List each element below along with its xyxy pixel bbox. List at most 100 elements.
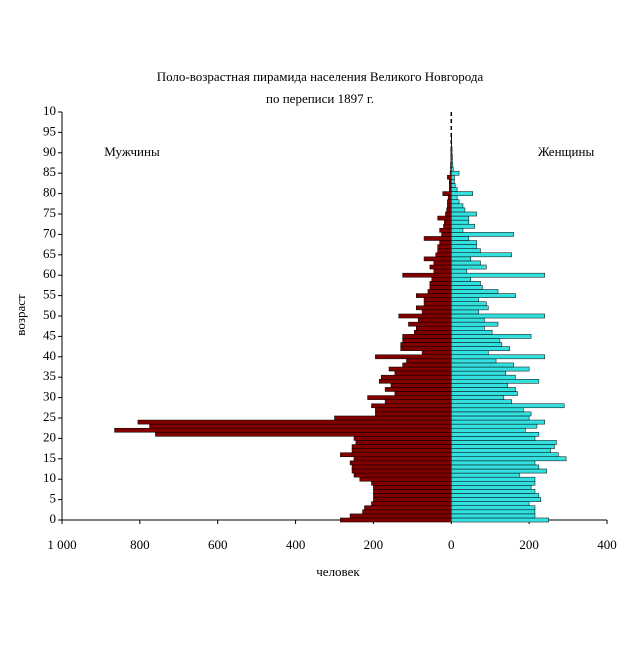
bar xyxy=(430,265,451,269)
y-axis-label: возраст xyxy=(13,294,28,336)
x-tick-label: 400 xyxy=(286,537,306,552)
bar xyxy=(451,502,529,506)
bar xyxy=(451,318,484,322)
bar xyxy=(451,249,480,253)
bar xyxy=(451,445,554,449)
bar xyxy=(451,224,474,228)
bar xyxy=(451,216,469,220)
bar xyxy=(451,294,515,298)
bar xyxy=(150,424,452,428)
bar xyxy=(451,326,484,330)
bar xyxy=(350,514,451,518)
y-tick-label: 75 xyxy=(43,205,56,220)
bar xyxy=(438,245,452,249)
bar xyxy=(451,196,457,200)
bar xyxy=(434,269,452,273)
bar xyxy=(418,318,451,322)
bar xyxy=(451,281,480,285)
bar xyxy=(430,281,451,285)
bar xyxy=(451,457,566,461)
bar xyxy=(451,147,452,151)
x-tick-label: 0 xyxy=(448,537,455,552)
bar xyxy=(373,485,451,489)
bar xyxy=(440,241,452,245)
y-tick-label: 65 xyxy=(43,246,56,261)
bar xyxy=(451,179,454,183)
bar xyxy=(451,285,482,289)
bar xyxy=(451,498,541,502)
bar xyxy=(451,379,539,383)
bar xyxy=(403,334,452,338)
bar xyxy=(354,436,451,440)
bar xyxy=(379,379,451,383)
y-tick-label: 15 xyxy=(43,450,56,465)
bar xyxy=(368,396,452,400)
legend-label: Мужчины xyxy=(104,144,160,159)
bar xyxy=(451,338,500,342)
bar xyxy=(451,187,457,191)
bar xyxy=(447,208,452,212)
bar xyxy=(422,310,451,314)
bar xyxy=(373,493,451,497)
bar xyxy=(444,220,451,224)
bar xyxy=(451,428,525,432)
bar xyxy=(385,387,451,391)
bar xyxy=(451,257,470,261)
x-tick-label: 200 xyxy=(519,537,539,552)
y-tick-label: 50 xyxy=(43,307,56,322)
bar xyxy=(451,277,470,281)
bar xyxy=(451,208,465,212)
y-tick-label: 95 xyxy=(43,123,56,138)
bar xyxy=(443,192,452,196)
y-tick-label: 90 xyxy=(43,144,56,159)
y-tick-label: 80 xyxy=(43,185,56,200)
bar xyxy=(381,375,451,379)
bar xyxy=(354,473,451,477)
bar xyxy=(428,289,451,293)
bar xyxy=(451,355,544,359)
bar xyxy=(451,493,539,497)
bar xyxy=(438,216,452,220)
bar xyxy=(416,294,451,298)
bar xyxy=(451,432,539,436)
bar xyxy=(403,273,452,277)
bar xyxy=(451,183,455,187)
bar xyxy=(436,253,452,257)
bar xyxy=(449,187,451,191)
bar xyxy=(451,192,472,196)
bar xyxy=(451,436,535,440)
bar xyxy=(451,514,535,518)
bar xyxy=(451,383,507,387)
bar xyxy=(375,408,451,412)
bar xyxy=(451,273,544,277)
y-tick-label: 35 xyxy=(43,368,56,383)
x-tick-label: 400 xyxy=(597,537,617,552)
bar xyxy=(371,502,451,506)
bar xyxy=(364,506,451,510)
bar xyxy=(451,489,535,493)
bar xyxy=(451,400,511,404)
x-tick-label: 800 xyxy=(130,537,150,552)
x-tick-label: 600 xyxy=(208,537,228,552)
bar xyxy=(451,232,513,236)
legend-label: Женщины xyxy=(538,144,595,159)
bar xyxy=(451,310,478,314)
bar xyxy=(354,457,451,461)
y-tick-label: 55 xyxy=(43,287,56,302)
bar xyxy=(451,298,478,302)
y-tick-label: 10 xyxy=(43,103,56,118)
bar xyxy=(451,204,463,208)
bar xyxy=(373,489,451,493)
bar xyxy=(451,506,535,510)
bar xyxy=(451,159,452,163)
bar xyxy=(451,363,513,367)
bar xyxy=(352,445,451,449)
bar xyxy=(414,330,451,334)
bar xyxy=(416,306,451,310)
y-tick-label: 25 xyxy=(43,409,56,424)
bar xyxy=(451,347,509,351)
bar xyxy=(416,326,451,330)
bar xyxy=(445,212,451,216)
bar xyxy=(451,322,498,326)
bar xyxy=(385,400,451,404)
